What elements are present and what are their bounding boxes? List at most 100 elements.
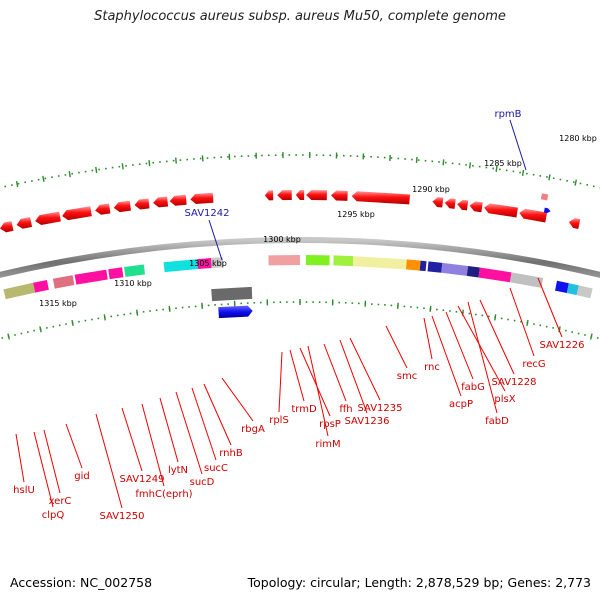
gene-label-sucd[interactable]: sucD: [190, 477, 215, 488]
scale-dot: [52, 325, 55, 328]
scale-dot: [118, 165, 121, 168]
scale-dot: [363, 155, 366, 158]
scale-dot: [513, 319, 516, 322]
scale-dot: [559, 178, 562, 181]
scale-dot: [579, 182, 582, 185]
gene-feature: [543, 207, 551, 214]
scale-dot: [84, 170, 87, 173]
callout-line: [159, 397, 179, 463]
scale-dot: [253, 302, 256, 304]
callout-line: [467, 301, 498, 414]
scale-dot: [193, 158, 195, 160]
gene-label-lytn[interactable]: lytN: [168, 465, 188, 476]
scale-dot: [451, 162, 454, 165]
gene-label-sav1250[interactable]: SAV1250: [99, 511, 144, 522]
scale-tick: [121, 163, 124, 170]
genome-summary-text: Topology: circular; Length: 2,878,529 bp…: [247, 575, 591, 590]
gene-label-clpq[interactable]: clpQ: [42, 510, 65, 521]
callout-line: [431, 315, 462, 397]
gene-feature: [33, 279, 49, 293]
scale-dot: [325, 301, 327, 304]
gene-label-succ[interactable]: sucC: [204, 463, 228, 474]
scale-dot: [390, 304, 393, 307]
gene-label-rbga[interactable]: rbgA: [241, 424, 265, 435]
gene-feature: [190, 192, 214, 205]
gene-label-sav1226[interactable]: SAV1226: [539, 340, 584, 351]
callout-line: [65, 423, 83, 469]
callout-line: [43, 429, 61, 494]
gene-feature: [295, 190, 305, 201]
gene-feature: [305, 255, 330, 266]
scale-dot: [123, 313, 125, 316]
scale-tick: [526, 319, 529, 326]
callout-line: [208, 219, 223, 261]
gene-label-fabg[interactable]: fabG: [461, 382, 485, 393]
scale-dot: [194, 305, 197, 308]
gene-label-sav1228[interactable]: SAV1228: [491, 377, 536, 388]
scale-dot: [417, 159, 420, 161]
scale-dot: [91, 169, 94, 172]
scale-tick: [103, 314, 106, 321]
gene-feature: [218, 305, 253, 319]
scale-tick: [589, 333, 593, 340]
scale-tick: [494, 314, 497, 321]
gene-feature: [457, 199, 469, 211]
gene-label-recg[interactable]: recG: [522, 359, 545, 370]
gene-feature: [331, 190, 348, 201]
gene-label-hslu[interactable]: hslU: [13, 485, 35, 496]
scale-dot: [188, 306, 190, 308]
gene-feature: [432, 197, 444, 208]
scale-tick: [15, 180, 19, 188]
scale-dot: [91, 318, 93, 321]
gene-label-rpmb[interactable]: rpmB: [494, 109, 521, 120]
scale-tick: [415, 156, 418, 163]
gene-label-smc[interactable]: smc: [397, 371, 417, 382]
gene-label-trmd[interactable]: trmD: [291, 404, 317, 415]
scale-dot: [507, 318, 509, 321]
gene-label-plsx[interactable]: plsX: [494, 394, 515, 405]
scale-dot: [571, 331, 573, 333]
scale-dot: [573, 181, 575, 183]
scale-dot: [155, 309, 158, 312]
scale-dot: [442, 309, 445, 312]
scale-dot: [33, 329, 35, 332]
scale-dot: [485, 166, 488, 169]
gene-label-fmhc-eprh[interactable]: fmhC(eprh): [135, 489, 192, 500]
scale-dot: [492, 167, 494, 170]
gene-label-fabd[interactable]: fabD: [485, 416, 509, 427]
scale-tick: [495, 165, 498, 172]
scale-dot: [545, 325, 548, 328]
gene-label-acpp[interactable]: acpP: [449, 399, 473, 410]
gene-label-rnc[interactable]: rnc: [424, 362, 440, 373]
gene-label-rnhb[interactable]: rnhB: [219, 448, 243, 459]
gene-label-rpsp[interactable]: rpsP: [319, 419, 341, 430]
gene-label-rpls[interactable]: rplS: [269, 415, 289, 426]
gene-feature: [568, 218, 581, 229]
scale-dot: [24, 181, 26, 184]
scale-dot: [593, 185, 595, 188]
gene-label-sav1242[interactable]: SAV1242: [184, 208, 229, 219]
gene-feature: [509, 272, 544, 288]
scale-dot: [129, 312, 132, 315]
scale-dot: [533, 323, 535, 325]
scale-dot: [519, 171, 521, 174]
gene-label-sav1235[interactable]: SAV1235: [357, 403, 402, 414]
scale-tick: [558, 326, 561, 333]
scale-dot: [397, 157, 400, 160]
gene-label-gid[interactable]: gid: [74, 471, 89, 482]
gene-label-ffh[interactable]: ffh: [339, 404, 352, 415]
gene-label-sav1249[interactable]: SAV1249: [119, 474, 164, 485]
gene-label-xerc[interactable]: xerC: [49, 496, 72, 507]
scale-tick: [7, 333, 11, 340]
genome-title: Staphylococcus aureus subsp. aureus Mu50…: [94, 9, 506, 24]
genome-backbone: [0, 237, 600, 278]
scale-tick: [136, 309, 139, 316]
scale-dot: [98, 168, 100, 171]
gene-feature: [469, 201, 483, 213]
callout-line: [121, 407, 143, 472]
scale-dot: [539, 324, 542, 327]
gene-label-sav1236[interactable]: SAV1236: [344, 416, 389, 427]
gene-feature: [211, 286, 253, 302]
scale-dot: [577, 332, 580, 335]
gene-label-rimm[interactable]: rimM: [315, 439, 340, 450]
